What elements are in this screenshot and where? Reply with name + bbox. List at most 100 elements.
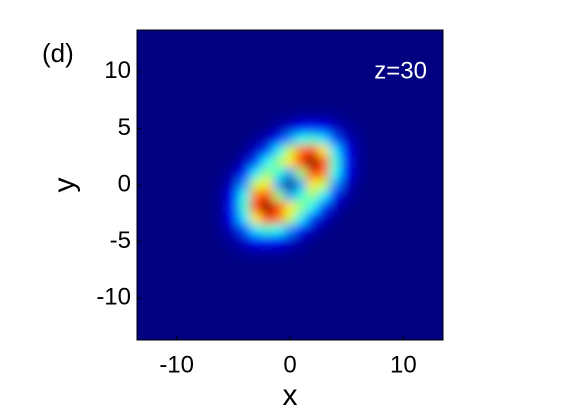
heatmap-cell [249,133,263,146]
heatmap-cell [351,144,365,158]
heatmap-cell [306,133,319,146]
heatmap-cell [306,212,319,226]
heatmap-cell [261,167,274,180]
heatmap-cell [317,178,331,192]
heatmap-cell [215,190,229,203]
heatmap-cell [261,246,274,260]
heatmap-cell [351,246,365,260]
heatmap-cell [215,110,229,124]
heatmap-cell [317,201,331,214]
heatmap-cell [340,122,353,135]
heatmap-cell [351,133,365,146]
heatmap-cell [227,212,240,226]
heatmap-cell [306,235,319,248]
heatmap-cell [272,201,285,214]
heatmap-cell [249,224,263,237]
heatmap-cell [329,133,342,146]
heatmap-cell [295,246,308,260]
heatmap-cell [306,201,319,214]
heatmap-cell [227,167,240,180]
heatmap-cell [272,167,285,180]
heatmap-cell [215,167,229,180]
heatmap-cell [238,167,251,180]
y-tick-label: -10 [96,283,131,310]
heatmap-cell [317,224,331,237]
heatmap-cell [272,144,285,158]
heatmap-cell [215,133,229,146]
heatmap-cell [249,190,263,203]
heatmap-cell [306,122,319,135]
heatmap-cell [215,224,229,237]
x-tick-label: -10 [159,351,194,378]
y-tick-label: 10 [104,57,131,84]
heatmap-cell [238,110,251,124]
heatmap-cell [329,212,342,226]
y-tick-label: 0 [118,170,131,197]
heatmap-cell [351,235,365,248]
heatmap-cell [272,156,285,169]
heatmap-cell [238,144,251,158]
heatmap-cell [261,133,274,146]
heatmap-cell [261,156,274,169]
heatmap-cell [283,144,297,158]
heatmap-cell [351,167,365,180]
x-axis-label: x [283,379,298,412]
heatmap-cell [306,246,319,260]
heatmap-cell [283,224,297,237]
heatmap-cell [227,144,240,158]
heatmap-cell [295,235,308,248]
z-label: z=30 [374,57,427,84]
heatmap-cell [238,190,251,203]
heatmap-cell [238,246,251,260]
heatmap-cell [215,246,229,260]
heatmap-cell [295,224,308,237]
heatmap-cell [238,156,251,169]
heatmap-cell [227,224,240,237]
heatmap-cell [317,122,331,135]
heatmap-cell [317,235,331,248]
heatmap-cell [340,246,353,260]
heatmap-cell [272,212,285,226]
heatmap-cell [340,190,353,203]
heatmap-cell [340,133,353,146]
heatmap-cell [238,133,251,146]
heatmap-cell [227,122,240,135]
heatmap-cell [227,133,240,146]
heatmap-cell [351,110,365,124]
heatmap-cell [249,122,263,135]
heatmap-cells [215,110,365,260]
heatmap-cell [283,156,297,169]
heatmap-cell [340,167,353,180]
heatmap-cell [272,246,285,260]
heatmap-cell [317,144,331,158]
plot-area [215,110,365,260]
heatmap-cell [261,122,274,135]
heatmap-cell [215,144,229,158]
heatmap-cell [238,122,251,135]
heatmap-cell [283,235,297,248]
heatmap-cell [340,235,353,248]
heatmap-cell [249,212,263,226]
heatmap-cell [340,224,353,237]
heatmap-cell [238,224,251,237]
heatmap-cell [306,167,319,180]
y-tick-label: -5 [110,227,131,254]
heatmap-cell [215,235,229,248]
heatmap-cell [283,201,297,214]
heatmap-cell [351,178,365,192]
heatmap-cell [238,235,251,248]
heatmap-cell [272,224,285,237]
heatmap-cell [351,201,365,214]
heatmap-cell [295,110,308,124]
heatmap-cell [283,212,297,226]
heatmap-cell [317,167,331,180]
y-tick-label: 5 [118,114,131,141]
heatmap-cell [249,246,263,260]
heatmap-cell [249,178,263,192]
heatmap-cell [227,190,240,203]
heatmap-cell [227,246,240,260]
heatmap-cell [249,144,263,158]
heatmap-cell [295,167,308,180]
heatmap-cell [351,156,365,169]
